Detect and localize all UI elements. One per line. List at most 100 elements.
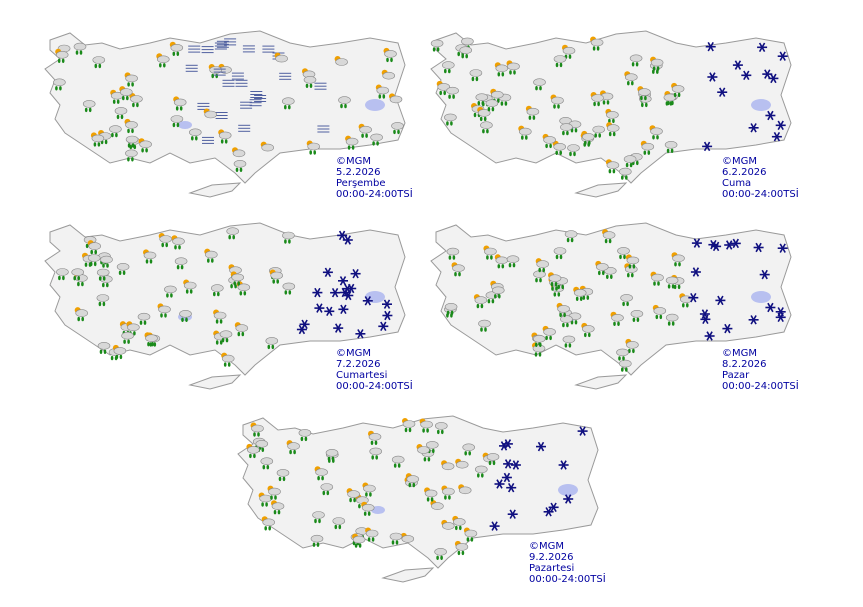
rain-icon (96, 294, 110, 307)
rain-icon (121, 331, 134, 344)
snow-icon (494, 479, 505, 489)
rain-icon (369, 447, 382, 460)
snow-icon (757, 42, 768, 53)
snow-icon (314, 303, 325, 313)
snow-icon (296, 324, 307, 335)
snow-icon (355, 329, 366, 339)
rain-shower-icon (169, 41, 184, 56)
snow-icon (536, 441, 546, 452)
snow-icon (771, 131, 782, 142)
rain-shower-icon (361, 501, 375, 516)
rain-icon (170, 115, 184, 128)
snow-icon (548, 502, 559, 513)
snow-icon (338, 276, 348, 286)
rain-icon (338, 96, 351, 109)
rain-shower-icon (506, 60, 520, 75)
rain-icon (125, 135, 139, 148)
rain-icon (53, 78, 66, 91)
rain-icon (560, 315, 573, 328)
lake-van (751, 291, 771, 303)
rain-icon (562, 335, 576, 348)
rain-icon (426, 441, 439, 454)
rain-shower-icon (365, 527, 379, 542)
rain-icon (332, 517, 346, 530)
fog-icon (222, 79, 235, 87)
rain-icon (441, 61, 455, 74)
rain-shower-icon (625, 338, 639, 354)
cyprus-land (574, 182, 628, 198)
rain-shower-icon (144, 332, 158, 347)
sunny-intervals-icon (302, 68, 316, 79)
rain-shower-icon (158, 233, 172, 248)
date: 6.2.2026 (722, 167, 767, 178)
snow-icon (765, 302, 776, 313)
rain-shower-icon (352, 533, 366, 548)
rain-icon (92, 56, 106, 69)
weather-map-5: ©MGM 9.2.2026 Pazartesi 00:00-24:00TSİ (233, 410, 613, 595)
rain-icon (506, 255, 520, 268)
rain-shower-icon (129, 93, 143, 108)
snow-icon (382, 310, 393, 321)
turkey-land (44, 222, 406, 376)
rain-shower-icon (234, 322, 249, 337)
turkey-land (430, 222, 792, 376)
lake-tuz (178, 121, 192, 129)
rain-shower-icon (124, 72, 138, 87)
rain-icon (71, 268, 85, 281)
rain-shower-icon (119, 86, 133, 101)
snow-icon (704, 331, 715, 341)
rain-icon (617, 247, 630, 260)
rain-icon (303, 75, 317, 88)
snow-icon (501, 472, 512, 483)
rain-shower-icon (550, 94, 564, 109)
rain-shower-icon (230, 271, 244, 286)
rain-shower-icon (463, 527, 478, 542)
rain-shower-icon (602, 229, 616, 244)
rain-icon (492, 286, 505, 299)
sunny-intervals-icon (203, 108, 217, 119)
sunny-intervals-icon (260, 141, 274, 152)
sunny-intervals-icon (458, 484, 472, 495)
rain-icon (73, 42, 87, 55)
snow-icon (333, 323, 344, 333)
rain-shower-icon (286, 440, 300, 455)
rain-icon (164, 285, 177, 298)
rain-icon (533, 78, 546, 91)
rain-icon (125, 149, 138, 162)
snow-icon (337, 230, 348, 241)
rain-icon (430, 39, 444, 52)
rain-icon (370, 133, 383, 146)
rain-shower-icon (637, 86, 651, 101)
rain-shower-icon (269, 269, 283, 284)
rain-icon (100, 255, 113, 268)
snow-icon (699, 309, 710, 319)
sunny-intervals-icon (430, 500, 444, 510)
cyprus-land (188, 374, 242, 390)
rain-shower-icon (532, 342, 546, 357)
turkey-map (430, 222, 792, 390)
rain-shower-icon (221, 352, 235, 367)
sunny-intervals-icon (455, 458, 469, 469)
rain-icon (435, 422, 448, 435)
rain-icon (56, 268, 69, 281)
snow-icon (775, 307, 786, 317)
weather-map-4: ©MGM 8.2.2026 Pazar 00:00-24:00TSİ (426, 217, 806, 402)
snow-icon (342, 283, 353, 294)
copyright: ©MGM (336, 348, 372, 359)
rain-icon (391, 455, 405, 468)
rain-icon (533, 270, 546, 283)
weekday: Pazar (722, 370, 750, 381)
rain-shower-icon (548, 272, 562, 287)
rain-shower-icon (581, 322, 595, 338)
rain-icon (325, 448, 339, 461)
rain-icon (665, 276, 679, 289)
rain-shower-icon (402, 418, 416, 433)
rain-icon (485, 99, 499, 112)
fog-icon (250, 91, 263, 98)
rain-shower-icon (652, 304, 667, 320)
rain-shower-icon (640, 140, 655, 155)
rain-shower-icon (494, 62, 509, 77)
rain-icon (486, 453, 500, 466)
lake-van (365, 291, 385, 303)
snow-icon (543, 507, 554, 517)
